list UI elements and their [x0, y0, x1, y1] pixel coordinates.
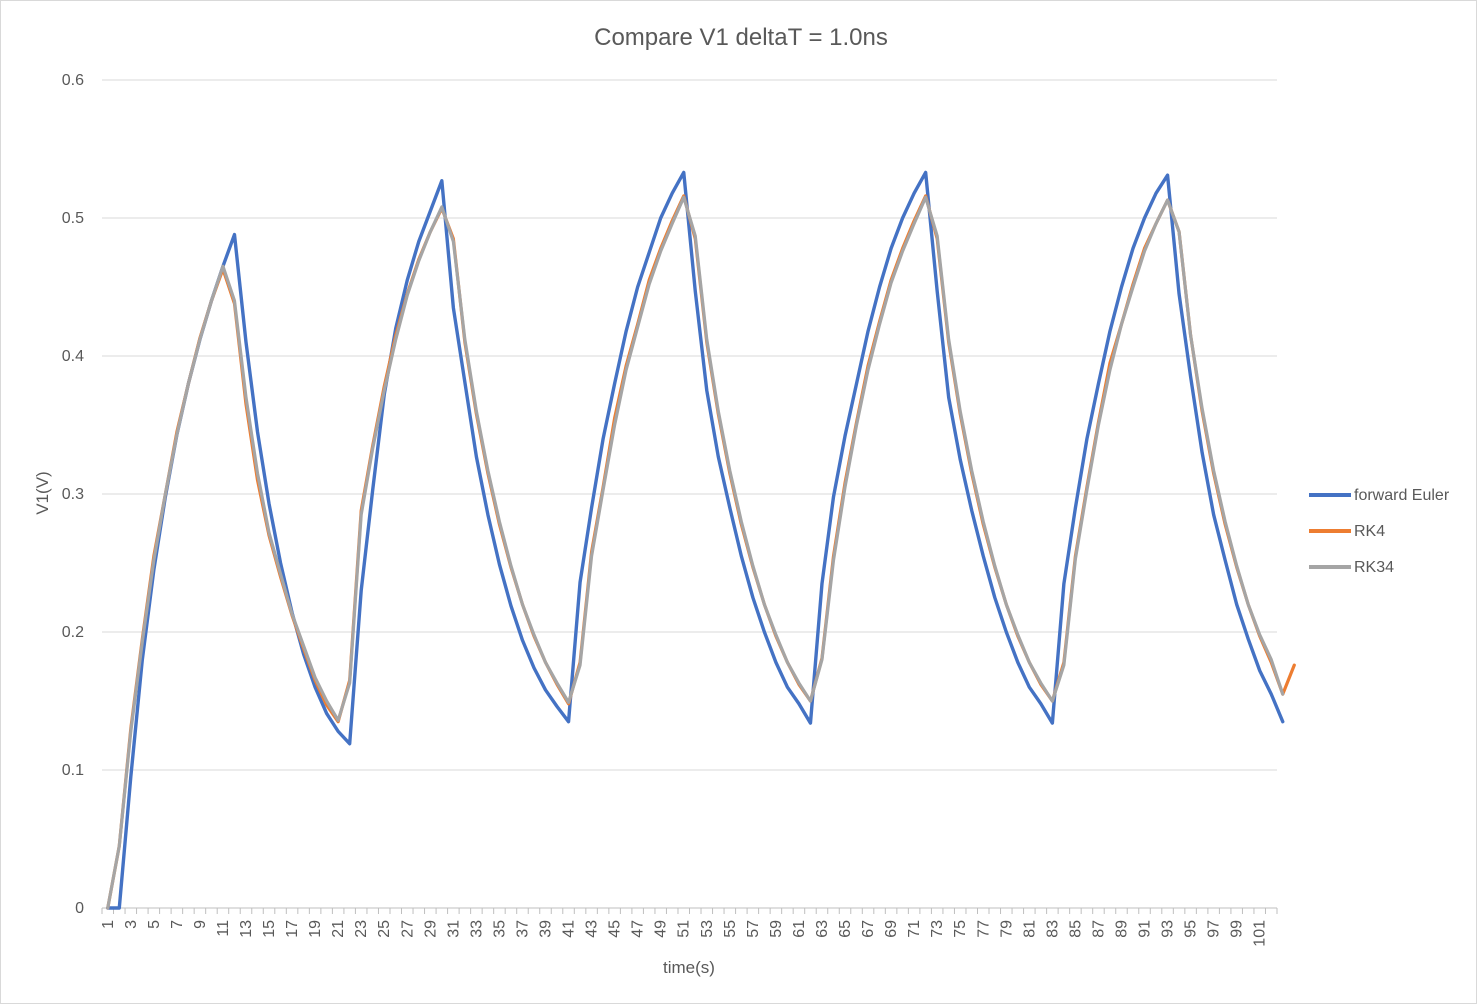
x-tick-label: 29 [422, 920, 439, 938]
x-tick-label: 79 [998, 920, 1015, 938]
x-tick-label: 99 [1229, 920, 1246, 938]
x-tick-label: 89 [1113, 920, 1130, 938]
x-tick-label: 85 [1067, 920, 1084, 938]
x-tick-label: 33 [468, 920, 485, 938]
y-tick-label: 0.4 [62, 348, 84, 365]
x-tick-label: 51 [676, 920, 693, 938]
y-tick-label: 0 [75, 900, 84, 917]
series-line-rk34 [106, 195, 1285, 910]
x-axis-label: time(s) [663, 958, 715, 977]
x-axis-ticks: 1 3 5 7 9 11 13 15 17 19 21 23 25 27 29 31 33 35 37 39 41 43 4… [100, 908, 1278, 947]
x-tick-label: 7 [169, 920, 186, 929]
y-tick-label: 0.6 [62, 72, 84, 89]
y-tick-label: 0.5 [62, 210, 84, 227]
x-tick-label: 49 [653, 920, 670, 938]
x-tick-label: 9 [192, 920, 209, 929]
x-tick-label: 25 [376, 920, 393, 938]
x-tick-label: 97 [1206, 920, 1223, 938]
x-tick-label: 19 [307, 920, 324, 938]
x-tick-label: 27 [399, 920, 416, 938]
x-tick-label: 1 [100, 920, 117, 929]
x-tick-label: 15 [261, 920, 278, 938]
x-tick-label: 69 [883, 920, 900, 938]
x-tick-label: 21 [330, 920, 347, 938]
legend: forward Euler RK4 RK34 [1309, 487, 1450, 576]
x-tick-label: 75 [952, 920, 969, 938]
x-tick-label: 65 [837, 920, 854, 938]
x-tick-label: 17 [284, 920, 301, 938]
x-tick-label: 93 [1160, 920, 1177, 938]
x-tick-label: 101 [1252, 920, 1269, 947]
x-tick-label: 81 [1021, 920, 1038, 938]
y-axis-label: V1(V) [33, 471, 52, 514]
x-tick-label: 11 [215, 920, 232, 937]
x-tick-label: 59 [768, 920, 785, 938]
series-lines [106, 170, 1296, 910]
legend-label: RK34 [1354, 559, 1394, 576]
x-tick-label: 35 [491, 920, 508, 938]
y-tick-label: 0.3 [62, 486, 84, 503]
gridlines [102, 79, 1277, 909]
x-tick-label: 13 [238, 920, 255, 938]
x-tick-label: 61 [791, 920, 808, 938]
x-tick-label: 37 [514, 920, 531, 938]
chart-title: Compare V1 deltaT = 1.0ns [594, 24, 888, 51]
x-tick-label: 55 [722, 920, 739, 938]
x-tick-label: 57 [745, 920, 762, 938]
legend-label: RK4 [1354, 523, 1385, 540]
x-tick-label: 73 [929, 920, 946, 938]
x-tick-label: 3 [123, 920, 140, 929]
x-tick-label: 39 [538, 920, 555, 938]
legend-label: forward Euler [1354, 487, 1450, 504]
x-tick-label: 5 [146, 920, 163, 929]
x-tick-label: 53 [699, 920, 716, 938]
x-tick-label: 87 [1090, 920, 1107, 938]
x-tick-label: 83 [1044, 920, 1061, 938]
x-tick-label: 47 [630, 920, 647, 938]
x-tick-label: 77 [975, 920, 992, 938]
x-tick-label: 45 [607, 920, 624, 938]
x-tick-label: 43 [584, 920, 601, 938]
x-tick-label: 41 [561, 920, 578, 938]
y-tick-label: 0.1 [62, 762, 84, 779]
x-tick-label: 91 [1137, 920, 1154, 938]
x-tick-label: 95 [1183, 920, 1200, 938]
x-tick-label: 23 [353, 920, 370, 938]
x-tick-label: 67 [860, 920, 877, 938]
y-axis-ticks: 0 0.1 0.2 0.3 0.4 0.5 0.6 [62, 72, 84, 917]
series-line-forward-euler [106, 170, 1285, 910]
x-tick-label: 31 [445, 920, 462, 938]
x-tick-label: 63 [814, 920, 831, 938]
x-tick-label: 71 [906, 920, 923, 938]
y-tick-label: 0.2 [62, 624, 84, 641]
